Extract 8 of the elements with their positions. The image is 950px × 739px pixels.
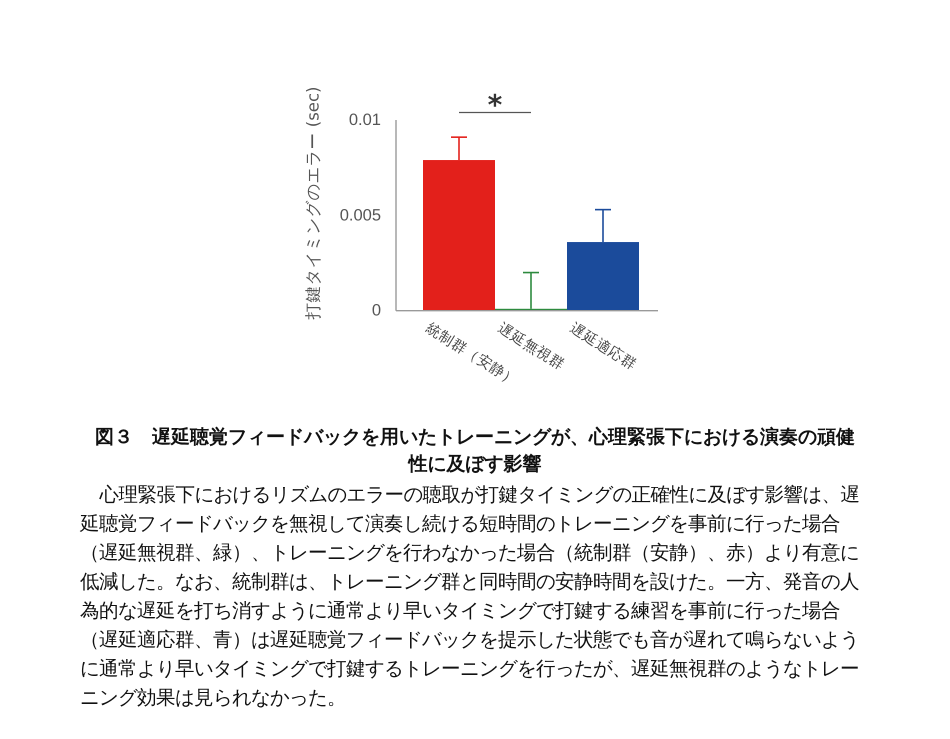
y-tick-label: 0.01 <box>348 111 381 129</box>
y-tick-label: 0 <box>372 302 381 320</box>
y-axis-title: 打鍵タイミングのエラー (sec) <box>304 86 322 320</box>
text: 心理緊張下におけるリズムのエラーの聴取が打鍵タイミングの正確性に及ぼす影響は、遅延聴覚フィードバックを無視して演奏し続ける短時間のトレーニングを事前に行った場合（遅延無視群、緑）、トレーニングを行わなかった場合（統制群（安静）、赤）より有意に低減した。なお、統制群は、トレーニング群と同時間の安静時間を設けた。一方、発音の人為的な遅延を打ち消すように通常より早いタイミングで打鍵する練習を事前に行った場合（遅延適応群、青）は遅延聴覚フィードバックを提示した状態でも音が遅れて鳴らないように通常より早いタイミングで打鍵するトレーニングを行ったが、遅延無視群のようなトレーニング効果は見られなかった。 <box>80 482 860 711</box>
y-tick-label: 0.005 <box>340 206 381 224</box>
annotation: * <box>488 88 503 122</box>
x-tick-label: 遅延適応群 <box>566 319 640 374</box>
text: 図３ 遅延聴覚フィードバックを用いたトレーニングが、心理緊張下における演奏の頑健性に及ぼす影響 <box>95 425 855 477</box>
